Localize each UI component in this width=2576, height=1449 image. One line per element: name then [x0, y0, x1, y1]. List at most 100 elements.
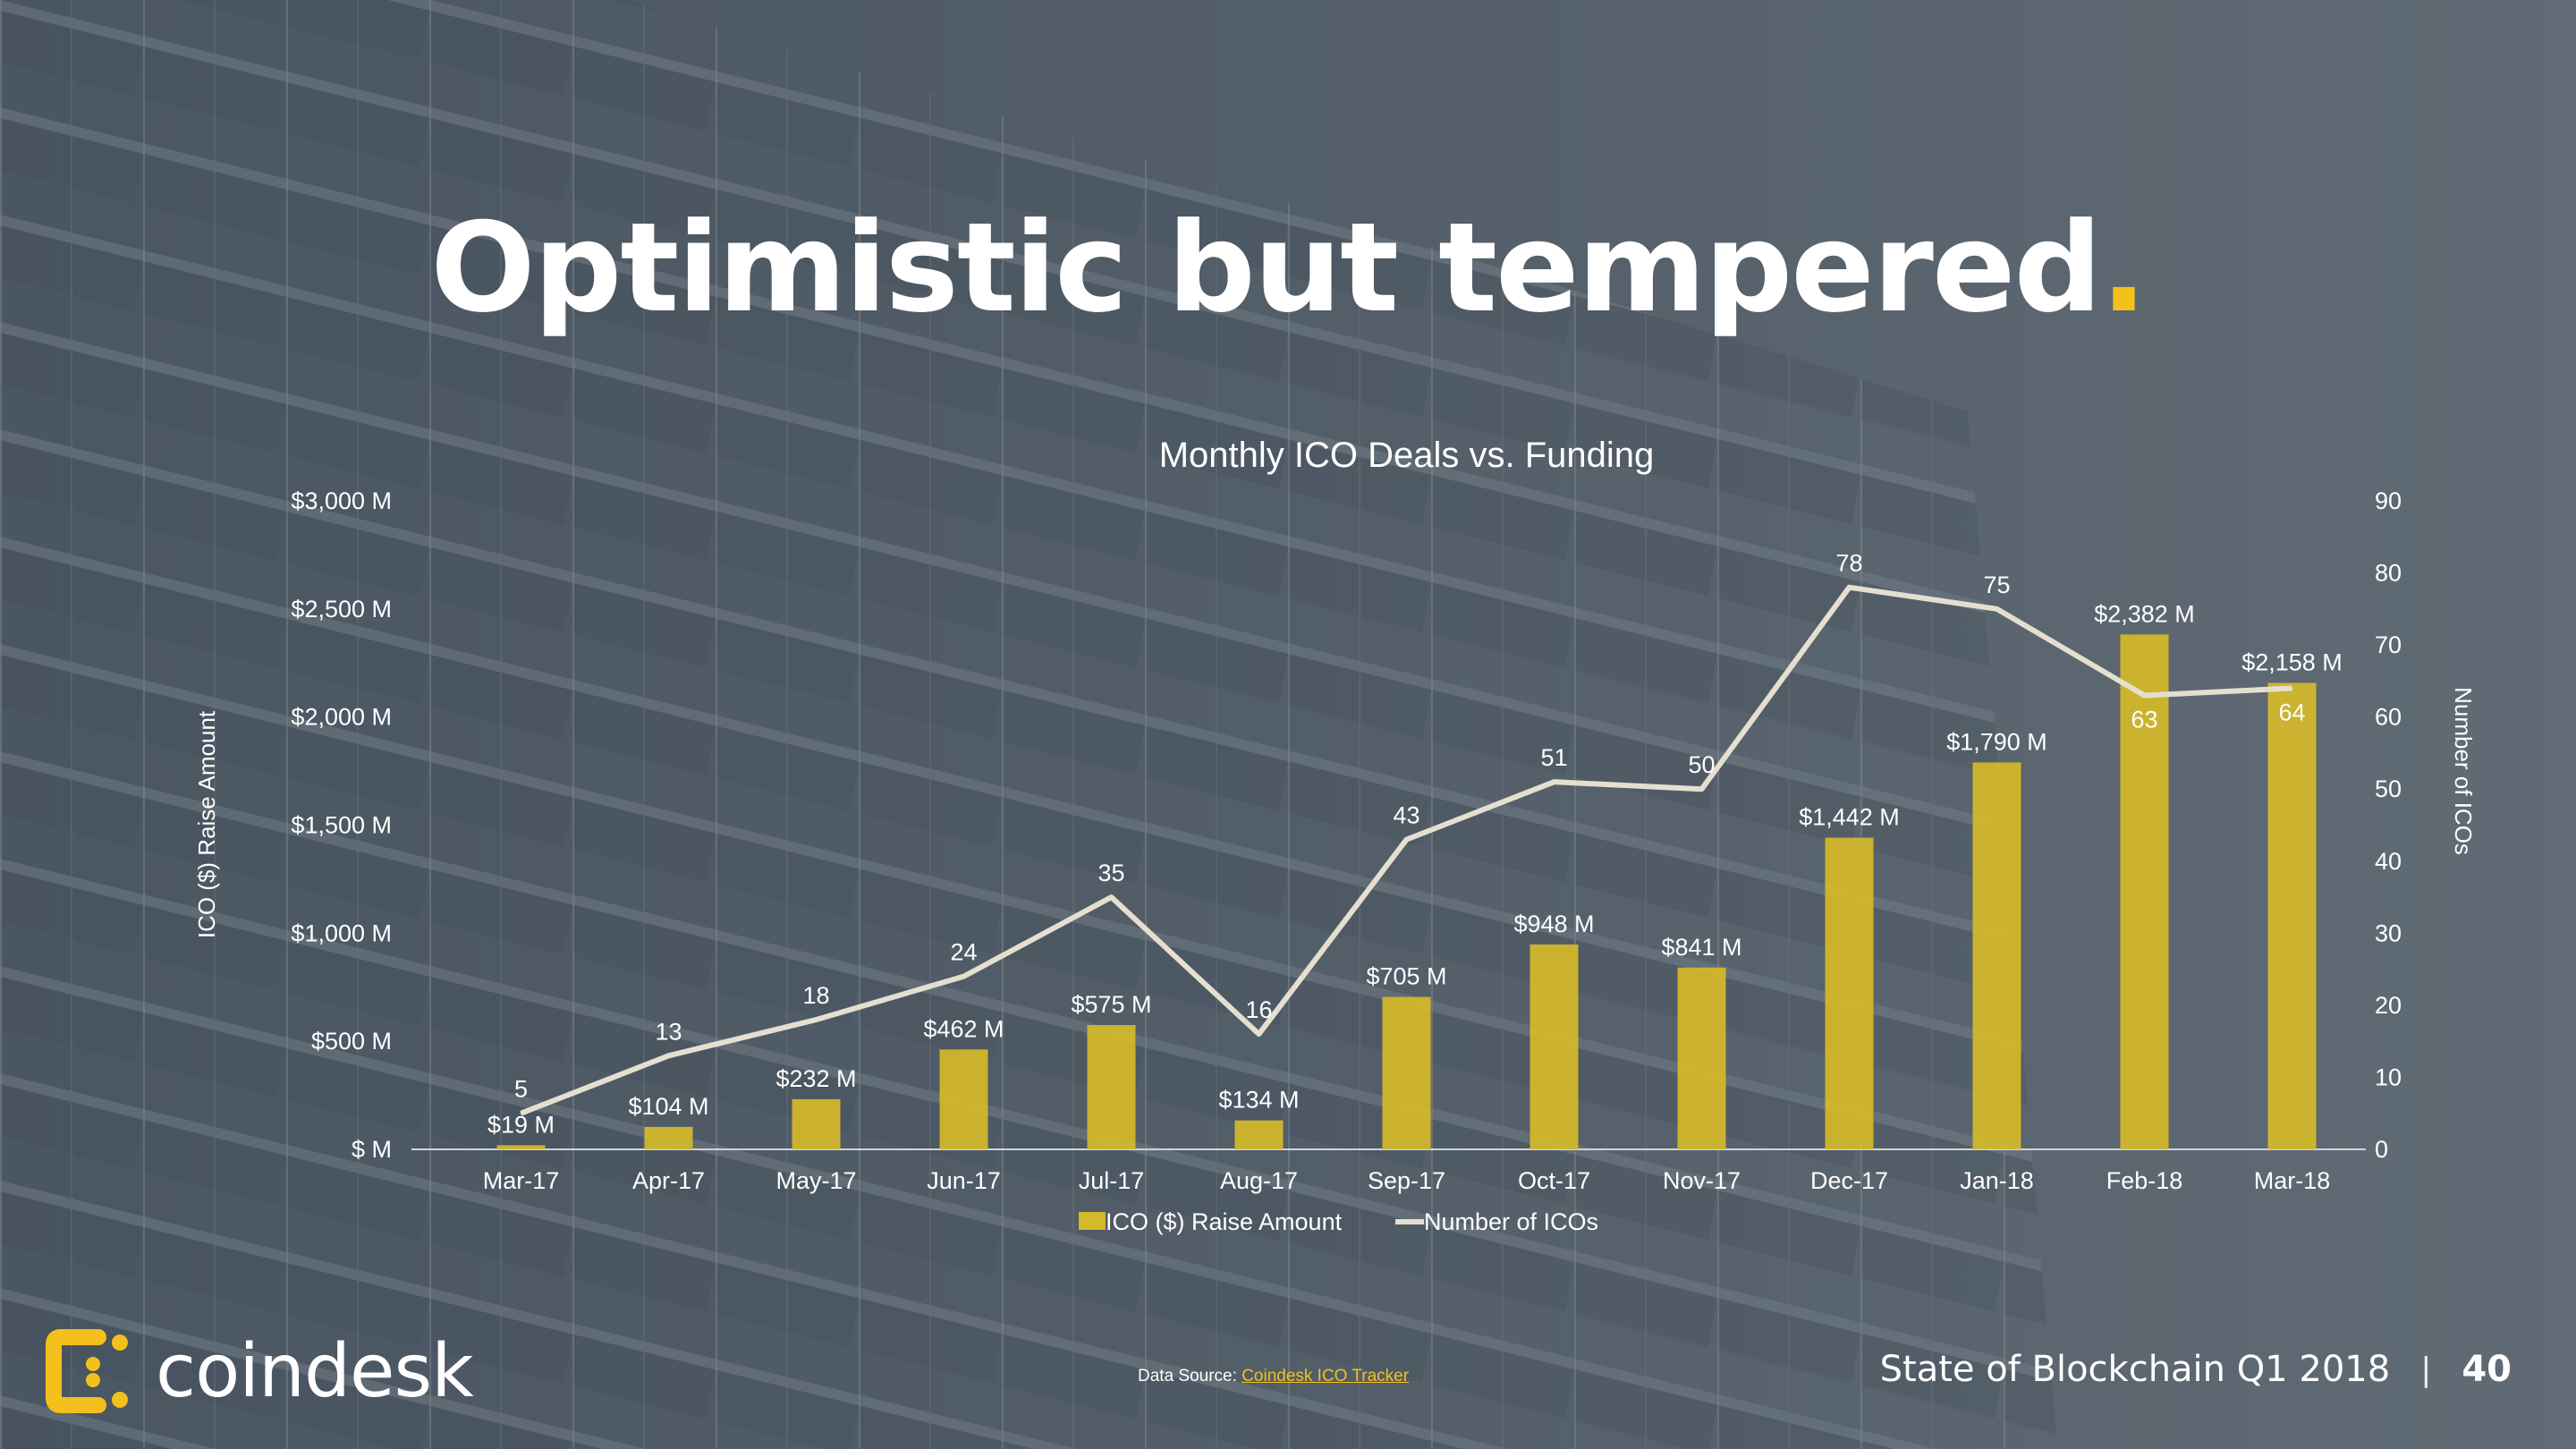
y-tick-label: $1,000 M — [291, 919, 392, 946]
coindesk-logo-icon — [46, 1329, 128, 1413]
y-tick-label: $2,500 M — [291, 596, 392, 623]
bar-data-label: $705 M — [1366, 963, 1446, 990]
bar — [1530, 944, 1579, 1149]
bar-data-label: $104 M — [628, 1093, 708, 1120]
bar — [2267, 682, 2317, 1149]
y-tick-label: $3,000 M — [291, 487, 392, 514]
data-source: Data Source: Coindesk ICO Tracker — [1138, 1367, 1409, 1386]
y2-tick-label: 40 — [2375, 848, 2402, 875]
bar — [1234, 1120, 1284, 1149]
y2-tick-label: 90 — [2375, 487, 2402, 514]
y2-tick-label: 0 — [2375, 1136, 2388, 1163]
report-title: State of Blockchain Q1 2018 — [1879, 1349, 2391, 1390]
bar — [1087, 1025, 1136, 1149]
slide-title-text: Optimistic but tempered — [430, 196, 2102, 340]
line-point — [667, 1055, 670, 1057]
line-point — [1110, 896, 1113, 899]
data-source-link[interactable]: Coindesk ICO Tracker — [1241, 1367, 1410, 1385]
line-data-label: 50 — [1688, 751, 1715, 778]
y2-tick-label: 80 — [2375, 560, 2402, 587]
line-data-label: 24 — [950, 939, 977, 966]
line-point — [815, 1019, 818, 1021]
line-point — [1996, 607, 1998, 610]
bar-data-label: $19 M — [487, 1111, 555, 1138]
line-point — [520, 1112, 522, 1114]
line-point — [1405, 838, 1408, 841]
y-axis-title: ICO ($) Raise Amount — [193, 710, 220, 938]
bar — [939, 1049, 988, 1149]
line-data-label: 75 — [1983, 572, 2010, 598]
line-data-label: 16 — [1245, 996, 1272, 1023]
x-tick-label: Oct-17 — [1518, 1167, 1590, 1194]
y2-axis-title: Number of ICOs — [2450, 687, 2477, 855]
x-tick-label: Jul-17 — [1079, 1167, 1145, 1194]
x-tick-label: Mar-17 — [483, 1167, 560, 1194]
bar-data-label: $841 M — [1661, 934, 1741, 961]
bar-data-label: $1,442 M — [1799, 804, 1900, 831]
x-tick-label: Nov-17 — [1663, 1167, 1741, 1194]
bar — [792, 1098, 841, 1149]
bar — [2120, 634, 2169, 1149]
bar-data-label: $462 M — [923, 1015, 1004, 1042]
line-point — [2143, 694, 2146, 697]
x-tick-label: Mar-18 — [2254, 1167, 2331, 1194]
data-source-label: Data Source: — [1138, 1367, 1237, 1385]
x-tick-label: May-17 — [775, 1167, 856, 1194]
y2-tick-label: 50 — [2375, 775, 2402, 802]
slide-title-dot: . — [2100, 196, 2147, 340]
x-tick-label: Aug-17 — [1220, 1167, 1298, 1194]
y2-tick-label: 20 — [2375, 992, 2402, 1019]
bar-data-label: $2,158 M — [2241, 648, 2343, 675]
y-tick-label: $1,500 M — [291, 812, 392, 839]
coindesk-logo: coindesk — [43, 1322, 474, 1420]
line-data-label: 43 — [1393, 802, 1419, 829]
footer: State of Blockchain Q1 2018 | 40 — [1880, 1349, 2512, 1390]
chart-title: Monthly ICO Deals vs. Funding — [1159, 436, 1655, 475]
bar-data-label: $948 M — [1513, 911, 1594, 937]
legend-label-bar: ICO ($) Raise Amount — [1106, 1208, 1343, 1235]
y2-tick-label: 10 — [2375, 1063, 2402, 1090]
line-point — [1848, 586, 1851, 589]
page-number: 40 — [2462, 1349, 2512, 1390]
x-tick-label: Sep-17 — [1368, 1167, 1445, 1194]
bar-data-label: $2,382 M — [2094, 600, 2195, 627]
slide-title: Optimistic but tempered. — [0, 192, 2576, 344]
x-tick-label: Feb-18 — [2106, 1167, 2183, 1194]
y2-tick-label: 30 — [2375, 919, 2402, 946]
line-data-label: 18 — [802, 982, 829, 1009]
bar — [1972, 762, 2021, 1149]
line-point — [1700, 788, 1703, 791]
line-point — [1553, 781, 1555, 784]
line-point — [2291, 687, 2293, 690]
x-tick-label: Dec-17 — [1810, 1167, 1888, 1194]
footer-separator: | — [2420, 1351, 2432, 1388]
line-data-label: 51 — [1540, 744, 1567, 771]
legend-label-line: Number of ICOs — [1424, 1208, 1598, 1235]
bar — [1825, 837, 1874, 1149]
bar — [496, 1145, 546, 1149]
line-data-label: 64 — [2278, 699, 2305, 725]
bar — [1677, 967, 1726, 1149]
bar — [644, 1126, 693, 1149]
y-tick-label: $2,000 M — [291, 704, 392, 731]
y2-tick-label: 70 — [2375, 631, 2402, 658]
line-data-label: 13 — [655, 1018, 682, 1045]
bar-data-label: $134 M — [1218, 1087, 1299, 1114]
bar-data-label: $575 M — [1071, 991, 1151, 1018]
x-tick-label: Jun-17 — [927, 1167, 1001, 1194]
y2-tick-label: 60 — [2375, 704, 2402, 731]
x-tick-label: Jan-18 — [1960, 1167, 2034, 1194]
y-tick-label: $500 M — [311, 1028, 392, 1055]
line-point — [1258, 1033, 1260, 1036]
bar — [1382, 996, 1431, 1149]
y-tick-label: $ M — [352, 1136, 392, 1163]
line-point — [962, 975, 965, 978]
line-data-label: 35 — [1097, 860, 1124, 886]
line-data-label: 5 — [514, 1076, 528, 1103]
legend-swatch-bar — [1079, 1212, 1106, 1230]
bar-data-label: $232 M — [775, 1065, 856, 1092]
bar-data-label: $1,790 M — [1946, 728, 2047, 755]
line-data-label: 63 — [2131, 707, 2157, 733]
x-tick-label: Apr-17 — [632, 1167, 705, 1194]
